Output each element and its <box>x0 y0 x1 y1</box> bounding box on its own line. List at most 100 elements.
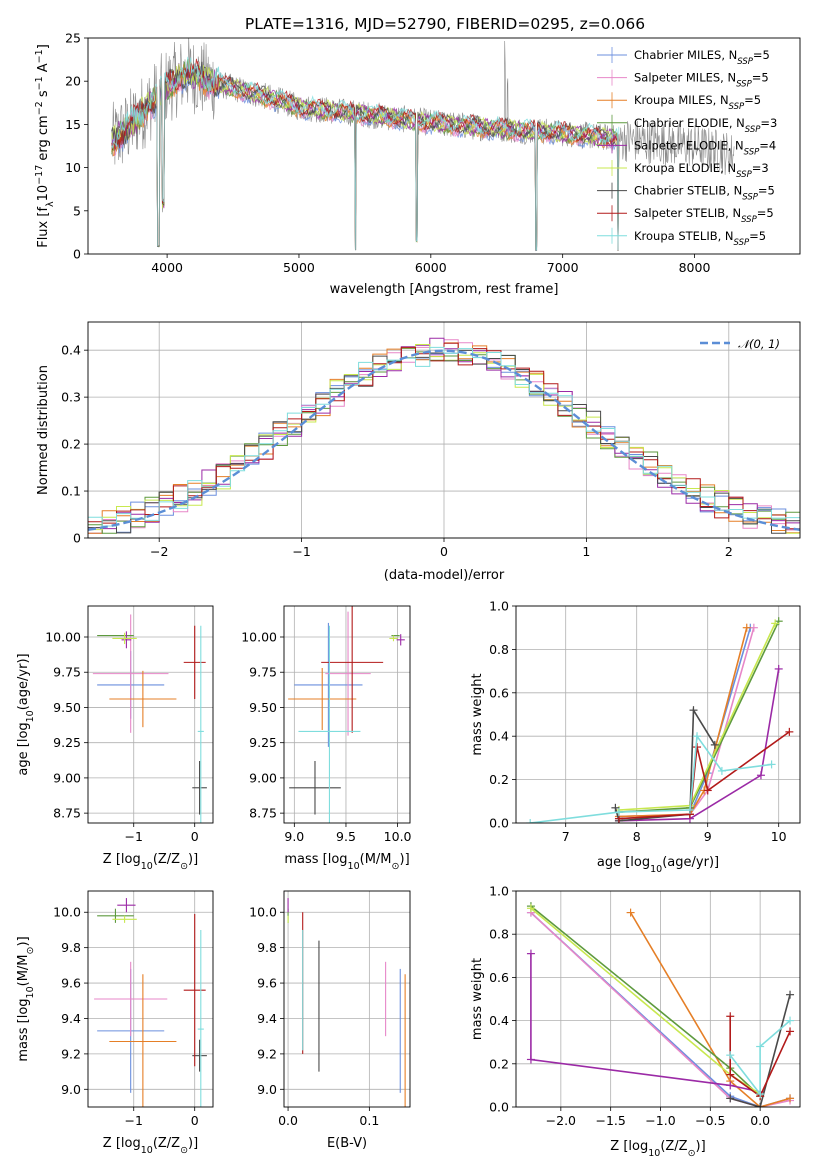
x-axis-label-part: 10 <box>141 1145 153 1156</box>
x-tick-label: 0 <box>191 1113 199 1128</box>
y-axis-label-part: (M/M <box>16 954 31 986</box>
x-axis-label-part: (Z/Z <box>153 1136 180 1151</box>
axes-frame <box>87 605 214 824</box>
y-tick-label: 0.8 <box>489 927 509 942</box>
x-tick-label: 10.0 <box>384 829 412 844</box>
plot-area <box>288 606 405 823</box>
legend-label-kroupa_miles: Kroupa MILES, NSSP=5 <box>634 93 761 112</box>
y-tick-label: 0.1 <box>61 484 81 499</box>
chart-massweight_vs_Z: −2.0 −1.5 −1.0 −0.5 0.0 0.0 0.2 0.4 0.6 0.8 1.0 Z [… <box>470 884 801 1159</box>
series-line-salpeter_stelib <box>729 1016 791 1098</box>
y-tick-label: 10.00 <box>45 630 81 645</box>
y-tick-label: 9.00 <box>53 770 81 785</box>
x-axis-label-part: ⊙ <box>180 1145 188 1156</box>
y-tick-label: 0.6 <box>489 685 509 700</box>
x-tick-label: 0.1 <box>359 1113 379 1128</box>
legend-label-suffix: =5 <box>753 48 770 62</box>
legend-label-main: Salpeter STELIB, N <box>634 206 741 220</box>
plot-area <box>92 614 207 823</box>
y-tick-label: 9.6 <box>257 976 277 991</box>
y-tick-label: 10.0 <box>249 905 277 920</box>
y-tick-label: 20 <box>65 74 81 89</box>
x-tick-label: −1.5 <box>595 1113 625 1128</box>
y-tick-label: 0 <box>73 531 81 546</box>
x-axis-label-part: 10 <box>141 861 153 872</box>
legend-label-chabrier_stelib: Chabrier STELIB, NSSP=5 <box>634 184 775 203</box>
axes-frame <box>283 890 411 1108</box>
y-tick-label: 0.0 <box>489 816 509 831</box>
x-axis-label: age [log10(age/yr)] <box>597 855 719 875</box>
y-axis-label: mass weight <box>470 673 485 755</box>
x-axis-label-part: ⊙ <box>180 861 188 872</box>
chart-mass_vs_ebv: 0.0 0.1 9.0 9.2 9.4 9.6 9.8 10.0 E(B-V) <box>249 890 411 1151</box>
x-tick-label: −1 <box>125 829 143 844</box>
x-tick-label: 0 <box>440 544 448 559</box>
y-tick-label: 9.2 <box>61 1046 81 1061</box>
y-tick-label: 9.50 <box>249 700 277 715</box>
legend-label-main: Kroupa STELIB, N <box>634 229 734 243</box>
x-axis-label: Z [log10(Z/Z⊙)] <box>610 1139 705 1159</box>
y-axis-label-part: λ <box>45 201 56 207</box>
y-axis-label-part: −1 <box>34 76 45 90</box>
y-axis-label-part: s <box>36 90 51 101</box>
y-tick-label: 9.75 <box>53 665 81 680</box>
y-tick-label: 9.8 <box>257 940 277 955</box>
chart-residuals: −2 −1 0 1 2 0 0.1 0.2 0.3 0.4 𝒩(0, 1) (data-model)/… <box>36 321 801 583</box>
axes-frame <box>283 605 411 824</box>
series-line-kroupa_stelib <box>530 733 772 823</box>
x-tick-label: 4000 <box>151 260 183 275</box>
y-tick-label: 0.2 <box>489 772 509 787</box>
x-axis-label-part: ⊙ <box>688 1148 696 1159</box>
y-tick-label: 0.8 <box>489 642 509 657</box>
normal-curve <box>88 349 800 531</box>
series-line-salpeter_miles <box>618 627 755 818</box>
legend-label-sub: SSP <box>736 170 752 180</box>
axes-frame <box>87 890 214 1108</box>
x-axis-label-part: 10 <box>348 861 360 872</box>
y-tick-label: 0.2 <box>489 1056 509 1071</box>
x-axis-label-part: )] <box>400 852 410 867</box>
y-axis-label-part: −17 <box>34 165 45 185</box>
legend-label-kroupa_elodie: Kroupa ELODIE, NSSP=3 <box>634 161 769 180</box>
legend-label-sub: SSP <box>745 125 761 135</box>
series-line-salpeter_elodie <box>530 953 761 1093</box>
histogram-salpeter_elodie <box>88 337 800 530</box>
legend-label-chabrier_elodie: Chabrier ELODIE, NSSP=3 <box>634 116 777 135</box>
legend-label-suffix: =5 <box>758 184 775 198</box>
x-axis-label: mass [log10(M/M⊙)] <box>284 852 409 872</box>
legend-label-main: Kroupa MILES, N <box>634 93 729 107</box>
x-axis-label-part: )] <box>188 1136 198 1151</box>
y-tick-label: 9.25 <box>249 735 277 750</box>
x-tick-label: −1.0 <box>645 1113 675 1128</box>
x-tick-label: 5000 <box>283 260 315 275</box>
x-tick-label: 8000 <box>679 260 711 275</box>
x-axis-label-part: )] <box>696 1139 706 1154</box>
x-axis-label-part: 10 <box>648 1148 660 1159</box>
x-axis-label-part: ⊙ <box>392 861 400 872</box>
x-tick-label: −2.0 <box>546 1113 576 1128</box>
x-axis-label-part: age [log <box>597 855 650 870</box>
plot-area <box>94 898 207 1107</box>
y-axis-label-part: Flux [f <box>36 207 51 248</box>
legend-label-suffix: =5 <box>744 93 761 107</box>
legend-label-sub: SSP <box>742 193 758 203</box>
y-axis-label-part: mass [log <box>16 998 31 1061</box>
legend-label-sub: SSP <box>736 80 752 90</box>
x-tick-label: −0.5 <box>695 1113 725 1128</box>
x-tick-label: 1 <box>582 544 590 559</box>
y-axis-label-part: ] <box>36 44 51 49</box>
legend-normal-label: 𝒩(0, 1) <box>738 337 780 351</box>
legend-label-salpeter_miles: Salpeter MILES, NSSP=5 <box>634 71 769 90</box>
legend-label-main: Kroupa ELODIE, N <box>634 161 736 175</box>
y-axis-label-part: A <box>36 63 51 76</box>
x-axis-label: E(B-V) <box>327 1136 367 1151</box>
y-tick-label: 9.2 <box>257 1046 277 1061</box>
y-tick-label: 9.6 <box>61 976 81 991</box>
y-tick-label: 25 <box>65 31 81 46</box>
figure-title: PLATE=1316, MJD=52790, FIBERID=0295, z=0… <box>245 15 645 33</box>
legend-label-salpeter_elodie: Salpeter ELODIE, NSSP=4 <box>634 138 776 157</box>
plot-area <box>88 337 800 534</box>
x-tick-label: 0 <box>191 829 199 844</box>
x-tick-label: −2 <box>150 544 168 559</box>
